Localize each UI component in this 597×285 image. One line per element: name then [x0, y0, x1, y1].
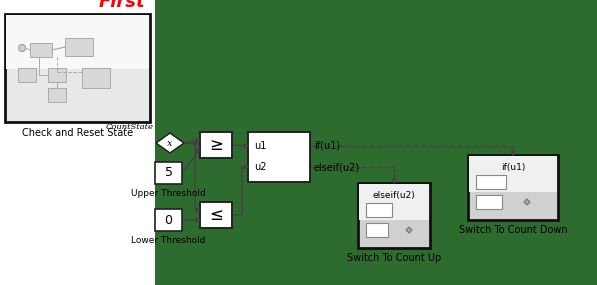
Bar: [48, 88, 66, 102]
Bar: [6, 15, 149, 69]
Bar: [30, 43, 52, 57]
Bar: [18, 68, 36, 82]
Polygon shape: [244, 165, 248, 169]
Text: First: First: [99, 0, 145, 11]
Polygon shape: [196, 148, 200, 152]
Text: if(u1): if(u1): [314, 141, 340, 151]
Text: u2: u2: [254, 162, 266, 172]
Bar: [65, 38, 93, 56]
Bar: [468, 155, 558, 220]
Bar: [469, 156, 557, 192]
Bar: [155, 162, 182, 184]
Bar: [5, 14, 150, 122]
Bar: [48, 68, 66, 82]
Text: ≤: ≤: [209, 206, 223, 224]
Bar: [359, 184, 429, 220]
Text: if(u1): if(u1): [501, 163, 525, 172]
Polygon shape: [392, 179, 396, 183]
Text: elseif(u2): elseif(u2): [373, 191, 416, 200]
Bar: [155, 209, 182, 231]
Text: Lower Threshold: Lower Threshold: [131, 236, 206, 245]
Polygon shape: [524, 199, 530, 205]
Polygon shape: [196, 218, 200, 222]
Bar: [248, 132, 310, 182]
Bar: [82, 68, 110, 88]
Text: 0: 0: [165, 213, 173, 227]
Polygon shape: [244, 144, 248, 148]
Text: Upper Threshold: Upper Threshold: [131, 189, 206, 198]
Polygon shape: [511, 151, 515, 155]
Text: 5: 5: [165, 166, 173, 180]
Bar: [366, 203, 392, 217]
Polygon shape: [406, 227, 412, 233]
Bar: [358, 183, 430, 248]
Text: elseif(u2): elseif(u2): [314, 162, 360, 172]
Bar: [476, 175, 506, 189]
Bar: [0, 0, 155, 285]
Text: ≥: ≥: [209, 136, 223, 154]
Polygon shape: [196, 138, 200, 142]
Text: Switch To Count Up: Switch To Count Up: [347, 253, 441, 263]
Text: Check and Reset State: Check and Reset State: [22, 128, 133, 138]
Bar: [366, 223, 388, 237]
Text: CountState: CountState: [106, 123, 154, 131]
Bar: [476, 195, 502, 209]
Circle shape: [192, 141, 198, 146]
Circle shape: [19, 44, 26, 52]
Bar: [200, 132, 232, 158]
Text: x: x: [167, 139, 173, 148]
Polygon shape: [196, 208, 200, 212]
Text: u1: u1: [254, 141, 266, 151]
Bar: [200, 202, 232, 228]
Text: Switch To Count Down: Switch To Count Down: [458, 225, 567, 235]
Polygon shape: [156, 133, 184, 153]
